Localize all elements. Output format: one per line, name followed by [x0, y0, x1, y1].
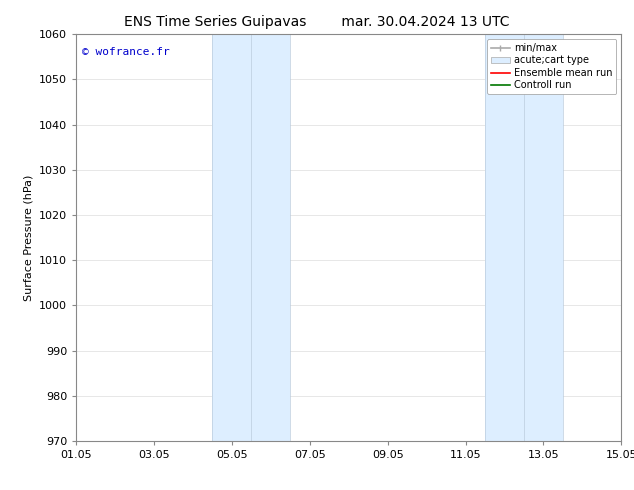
Y-axis label: Surface Pressure (hPa): Surface Pressure (hPa): [23, 174, 34, 301]
Bar: [485, 34, 524, 441]
Bar: [212, 34, 251, 441]
Bar: [251, 34, 290, 441]
Legend: min/max, acute;cart type, Ensemble mean run, Controll run: min/max, acute;cart type, Ensemble mean …: [487, 39, 616, 94]
Text: © wofrance.fr: © wofrance.fr: [82, 47, 169, 56]
Bar: [524, 34, 563, 441]
Text: ENS Time Series Guipavas        mar. 30.04.2024 13 UTC: ENS Time Series Guipavas mar. 30.04.2024…: [124, 15, 510, 29]
